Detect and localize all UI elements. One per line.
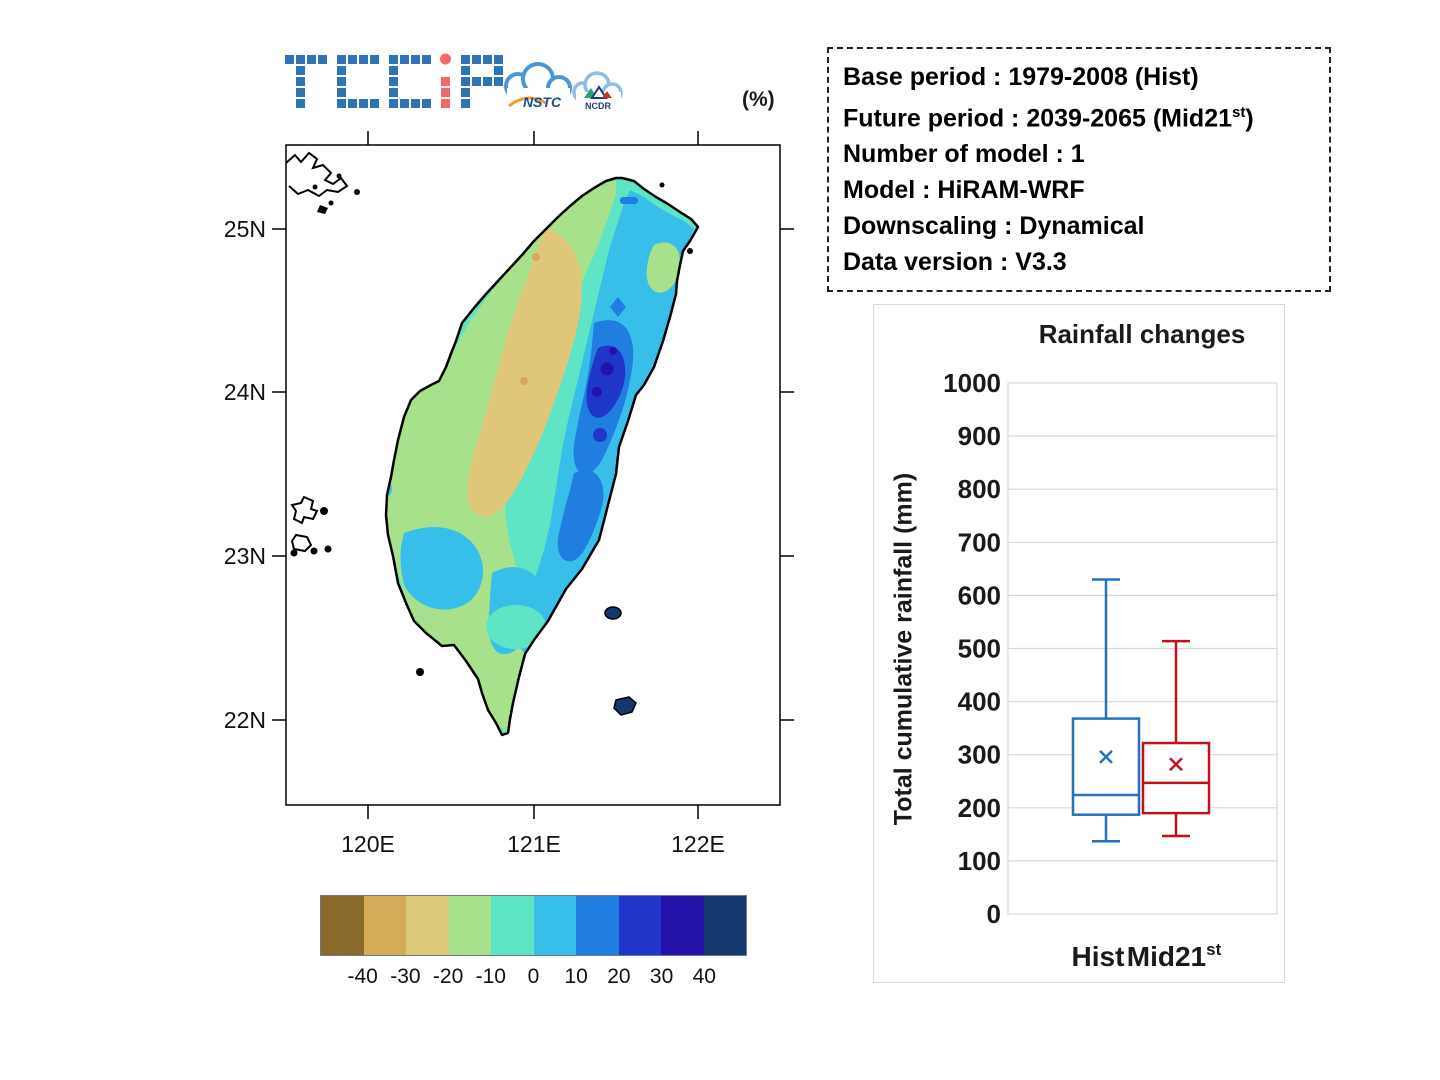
chart-title: Rainfall changes [1038,319,1246,349]
y-axis-tick-label: 900 [958,421,1001,451]
y-axis-tick-label: 500 [958,634,1001,664]
offshore-islets [312,173,693,254]
y-axis-tick-label: 600 [958,580,1001,610]
green-island [604,606,622,620]
x-axis-category-label: Hist [1072,941,1125,972]
colorbar-tick-label: 10 [564,965,588,988]
y-axis-tick-label: 400 [958,687,1001,717]
info-model-name: Model : HiRAM-WRF [843,176,1085,205]
y-axis-tick-label: 200 [958,793,1001,823]
info-model-count: Number of model : 1 [843,140,1085,169]
lat-tick-label: 23N [224,543,266,569]
tccip-wordmark [285,53,503,108]
mean-marker [1169,757,1183,772]
colorbar-tick-label: 30 [649,965,674,988]
map-axis-ticks: 25N 24N 23N 22N 120E 121E 122E [224,131,794,857]
colorbar-swatch [321,896,364,955]
taiwan-rainfall-map: 25N 24N 23N 22N 120E 121E 122E [224,131,794,857]
colorbar-labels: -40 -30 -20 -10 0 10 20 30 40 [320,965,747,991]
ncdr-mountains-icon [584,85,612,99]
colorbar-swatch [661,896,704,955]
colorbar-swatch [703,896,746,955]
ncdr-logo: NCDR [572,71,623,111]
y-axis-tick-label: 800 [958,474,1001,504]
orchid-island [613,696,637,716]
boxplot-mid21 [1141,639,1211,838]
taiwan-island-fill [386,178,698,735]
info-future-period: Future period : 2039-2065 (Mid21st) [843,103,1254,133]
colorbar-swatch [576,896,619,955]
y-axis-tick-label: 300 [958,740,1001,770]
colorbar-swatch [406,896,449,955]
tccip-logo: NSTC NCDR [285,53,623,111]
colorbar-swatch [533,896,576,955]
colorbar-tick-label: -30 [390,965,421,988]
info-data-version: Data version : V3.3 [843,247,1067,276]
nstc-logo: NSTC [504,62,572,110]
map-frame [285,144,781,806]
lat-tick-label: 22N [224,707,266,733]
boxplot-plot-area: 0 100 200 300 400 500 600 700 800 900 1000 Hist Mid2… [943,368,1278,972]
colorbar-tick-label: 40 [692,965,716,988]
colorbar-tick-label: 0 [527,965,540,988]
y-axis-tick-label: 1000 [943,368,1001,398]
info-base-period: Base period : 1979-2008 (Hist) [843,62,1199,91]
colorbar-swatch [491,896,534,955]
model-info-box: Base period : 1979-2008 (Hist) Future pe… [827,47,1331,292]
colorbar-tick-label: -20 [432,965,464,988]
penghu-islands [290,495,332,557]
taiwan-coastline [384,176,700,737]
colorbar-swatch [363,896,406,955]
china-coastline [285,151,349,198]
ncdr-label: NCDR [585,101,611,111]
lon-tick-label: 120E [341,831,395,857]
liuqiu-island [416,668,424,676]
lat-tick-label: 24N [224,379,266,405]
rainfall-boxplot-panel: Rainfall changes Total cumulative rainfa… [873,304,1285,983]
x-axis-category-label: Mid21st [1127,940,1222,972]
colorbar-tick-label: 20 [607,965,631,988]
colorbar-tick-label: -40 [347,965,378,988]
lon-tick-label: 121E [507,831,561,857]
mean-marker [1099,749,1113,764]
colorbar: -40 -30 -20 -10 0 10 20 30 40 [320,895,747,1005]
map-unit-label: (%) [742,88,775,111]
colorbar-swatch [448,896,491,955]
colorbar-tick-label: -10 [475,965,506,988]
colorbar-swatch [618,896,661,955]
boxplot-hist [1071,578,1141,843]
colorbar-swatches [320,895,747,956]
y-axis-tick-label: 700 [958,527,1001,557]
y-axis-tick-label: 100 [958,846,1001,876]
lat-tick-label: 25N [224,216,266,242]
nstc-swoosh-icon [508,96,547,108]
y-axis-tick-label: 0 [987,899,1001,929]
lon-tick-label: 122E [671,831,725,857]
nstc-label: NSTC [523,94,562,110]
info-downscaling: Downscaling : Dynamical [843,212,1145,241]
